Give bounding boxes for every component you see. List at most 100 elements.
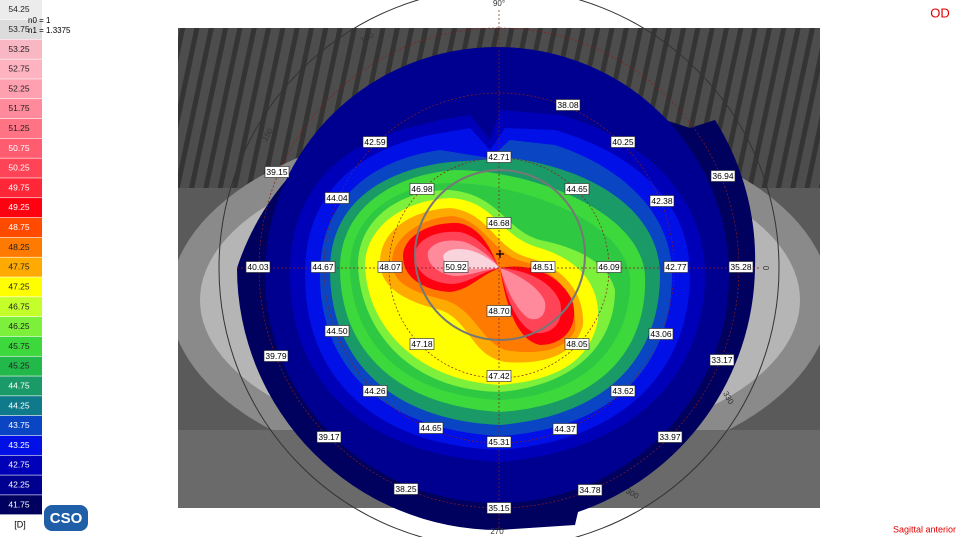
reading-box — [486, 217, 512, 229]
scale-swatch — [0, 336, 42, 356]
scale-label: 51.75 — [8, 103, 30, 113]
angle-label: 270 — [490, 527, 504, 536]
scale-label: 52.75 — [8, 64, 30, 74]
scale-swatch — [0, 495, 42, 515]
reading-box — [728, 261, 754, 273]
reading: 33.97 — [659, 432, 681, 442]
scale-label: 47.25 — [8, 281, 30, 291]
reading: 39.79 — [265, 351, 287, 361]
angle-ring — [218, 0, 780, 542]
eye-label: OD — [930, 5, 950, 20]
scale-label: 46.25 — [8, 321, 30, 331]
reading: 42.38 — [651, 196, 673, 206]
reading-box — [486, 436, 512, 448]
scale-label: 50.75 — [8, 143, 30, 153]
reading-box — [657, 431, 683, 443]
scale-swatch — [0, 415, 42, 436]
reading-box — [610, 136, 636, 148]
reading-box — [362, 385, 388, 397]
pupil-ring — [414, 169, 586, 341]
reading: 42.59 — [364, 137, 386, 147]
reading-box — [377, 261, 403, 273]
reading-box — [649, 195, 675, 207]
scale-label: 43.25 — [8, 440, 30, 450]
scale-swatch — [0, 237, 42, 257]
map-type: Sagittal anterior — [893, 524, 956, 534]
logo-text: CSO — [50, 510, 83, 527]
reading: 35.28 — [730, 262, 752, 272]
scale-label: 45.25 — [8, 361, 30, 371]
reading-box — [530, 261, 556, 273]
reading-box — [310, 261, 336, 273]
reading-box — [555, 99, 581, 111]
reading: 46.98 — [411, 184, 433, 194]
scale-swatch — [0, 19, 42, 40]
scale-label: 41.75 — [8, 499, 30, 509]
reading-box — [362, 136, 388, 148]
reading-box — [316, 431, 342, 443]
reading-box — [564, 338, 590, 350]
reading: 34.78 — [579, 485, 601, 495]
angle-label: 90° — [493, 0, 505, 8]
scale-label: 48.75 — [8, 222, 30, 232]
reading: 44.04 — [326, 193, 348, 203]
reading-box — [409, 183, 435, 195]
reading: 42.77 — [665, 262, 687, 272]
reading-box — [577, 484, 603, 496]
scale-label: 53.25 — [8, 44, 30, 54]
scale-label: 53.75 — [8, 24, 30, 34]
scale-label: 44.25 — [8, 400, 30, 410]
reading: 47.18 — [411, 339, 433, 349]
scale-swatch — [0, 455, 42, 475]
reading: 44.50 — [326, 326, 348, 336]
scale-label: 42.75 — [8, 460, 30, 470]
reading-box — [486, 305, 512, 317]
reading-box — [486, 502, 512, 514]
reading: 44.65 — [566, 184, 588, 194]
reading: 42.71 — [488, 152, 510, 162]
scale-label: 42.25 — [8, 480, 30, 490]
refractive-index: n0 = 1 — [28, 16, 51, 25]
reading: 47.42 — [488, 371, 510, 381]
scale-swatch — [0, 297, 42, 317]
reading: 50.92 — [445, 262, 467, 272]
scale-label: 44.75 — [8, 381, 30, 391]
reading: 48.51 — [532, 262, 554, 272]
reading: 35.15 — [488, 503, 510, 513]
reading: 38.25 — [395, 484, 417, 494]
scale-swatch — [0, 435, 42, 455]
reading-box — [648, 328, 674, 340]
scale-label: 51.25 — [8, 123, 30, 133]
reading-box — [710, 170, 736, 182]
scale-label: 46.75 — [8, 301, 30, 311]
reading-box — [393, 483, 419, 495]
scale-label: 49.25 — [8, 202, 30, 212]
reading-box — [263, 350, 289, 362]
scale-label: 43.75 — [8, 420, 30, 430]
reading: 45.31 — [488, 437, 510, 447]
reading-box — [552, 423, 578, 435]
scale-label: 45.75 — [8, 341, 30, 351]
reading: 44.37 — [554, 424, 576, 434]
reading: 40.25 — [612, 137, 634, 147]
curvature-map — [237, 47, 756, 530]
scale-unit: [D] — [14, 519, 26, 529]
scale-swatch — [0, 217, 42, 238]
scale-swatch — [0, 356, 42, 376]
scale-swatch — [0, 158, 42, 178]
reading-box — [324, 192, 350, 204]
scale-label: 49.75 — [8, 182, 30, 192]
reading: 44.65 — [420, 423, 442, 433]
reading-box — [663, 261, 689, 273]
scale-swatch — [0, 475, 42, 495]
reading-box — [596, 261, 622, 273]
reading-box — [418, 422, 444, 434]
reading: 38.08 — [557, 100, 579, 110]
readings: 38.08 42.59 40.25 42.71 39.15 36.94 46.98 44.65… — [245, 99, 754, 514]
reading: 44.67 — [312, 262, 334, 272]
reading: 33.17 — [711, 355, 733, 365]
scale-swatch — [0, 376, 42, 396]
color-scale: 54.25 53.75 53.25 52.75 52.25 51.75 51.25 50.75… — [0, 0, 42, 515]
angle-label: 0 — [761, 266, 770, 271]
reading-box — [564, 183, 590, 195]
